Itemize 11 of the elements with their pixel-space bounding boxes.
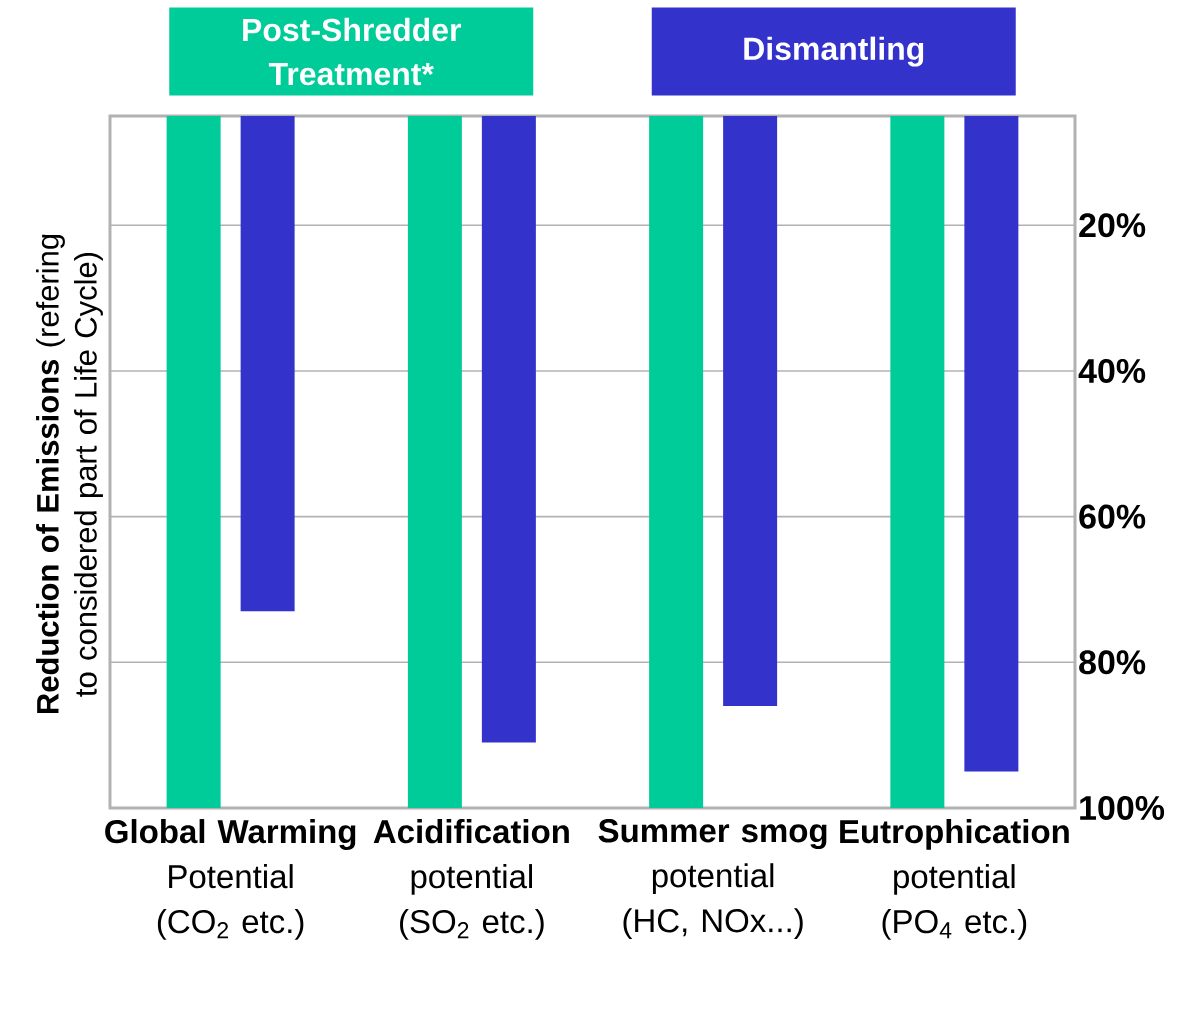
y-tick-label: 40%	[1078, 358, 1146, 384]
x-tick-label: Eutrophication potential (PO$_{4}$ etc.)	[840, 819, 1069, 940]
x-tick-label: Acidification potential (SO$_{2}$ etc.)	[373, 819, 569, 940]
y-tick-label: 80%	[1079, 650, 1146, 675]
x-tick-label: Summer smog potential (HC, NOx...)	[598, 819, 827, 939]
series-label: Dismantling	[744, 36, 924, 67]
x-tick-label: Global Warming Potential (CO$_{2}$ etc.)	[105, 819, 356, 940]
y-tick-label: 100%	[1080, 795, 1165, 821]
y-tick-label: 20%	[1079, 213, 1146, 238]
series-label: Post-Shredder Treatment*	[243, 17, 462, 86]
y-tick-label: 60%	[1079, 504, 1146, 529]
